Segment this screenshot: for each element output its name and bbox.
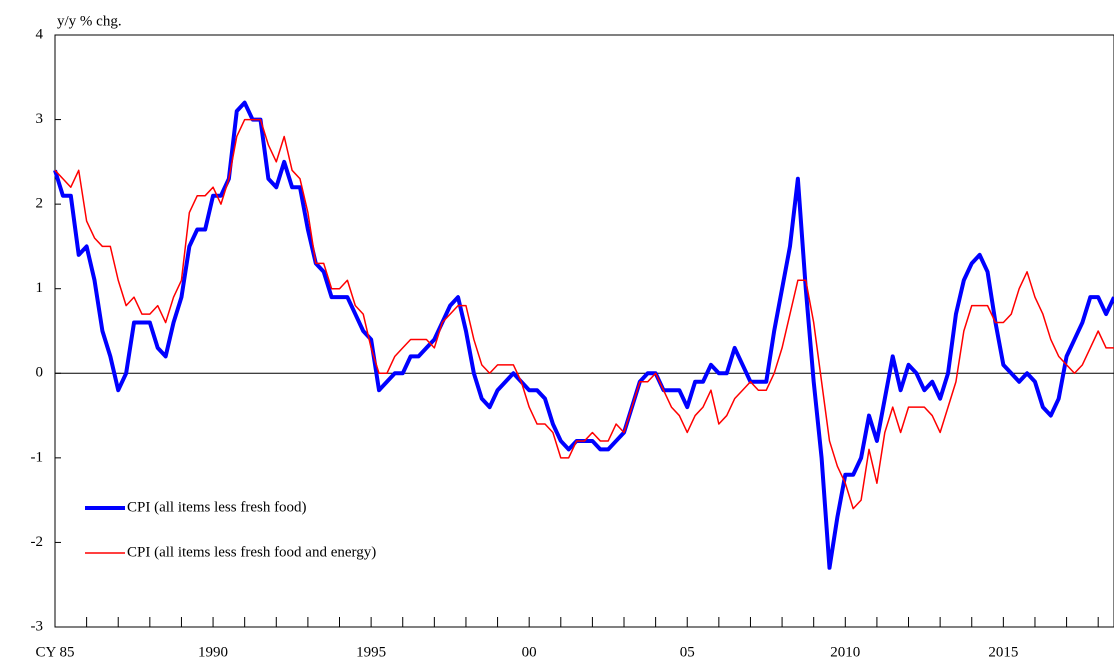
y-tick-label: 3 [36, 111, 44, 127]
x-tick-label: 00 [522, 644, 537, 660]
plot-frame [54, 34, 1114, 628]
x-tick-label: CY 85 [35, 644, 74, 660]
x-tick-label: 1995 [356, 644, 386, 660]
legend-label: CPI (all items less fresh food) [127, 499, 307, 515]
y-tick-label: -3 [31, 618, 44, 634]
y-axis-label: y/y % chg. [57, 13, 122, 29]
x-tick-label: 1990 [198, 644, 228, 660]
y-tick-label: -2 [31, 534, 44, 550]
legend-label: CPI (all items less fresh food and energ… [127, 544, 376, 560]
series-line [54, 118, 1114, 510]
y-tick-label: 1 [36, 280, 44, 296]
x-tick-label: 05 [680, 644, 695, 660]
series-line [53, 100, 1114, 570]
y-tick-label: 2 [36, 196, 44, 212]
y-tick-label: 4 [36, 26, 44, 42]
y-tick-label: 0 [36, 365, 44, 381]
x-tick-label: 2010 [830, 644, 860, 660]
y-tick-label: -1 [31, 449, 44, 465]
x-tick-label: 2015 [988, 644, 1018, 660]
